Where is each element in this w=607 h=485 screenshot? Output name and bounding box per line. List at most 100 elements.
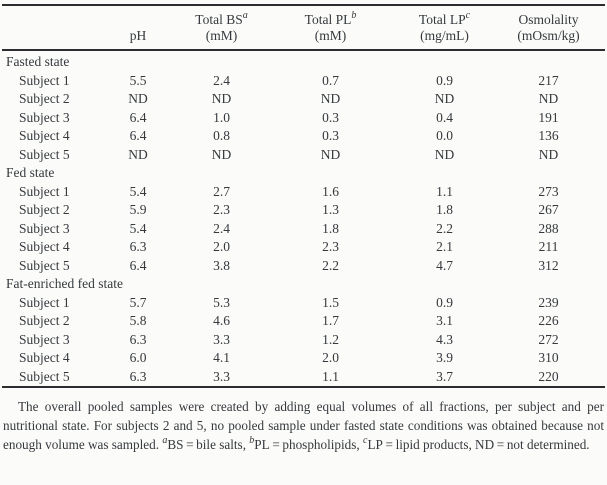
row-label: Subject 1 <box>19 294 70 310</box>
cell-total-pl: 2.3 <box>322 239 339 254</box>
osmolality-unit: (mOsm/kg) <box>517 28 580 43</box>
row-label: Subject 3 <box>19 109 70 125</box>
total-bs-label: Total BSa <box>195 9 248 27</box>
table-row: Subject 3 5.4 2.4 1.8 2.2 288 <box>2 220 605 239</box>
cell-total-pl: 1.3 <box>322 202 339 217</box>
ph-label: pH <box>129 28 147 43</box>
cell-ph: 5.4 <box>129 183 147 199</box>
table-row: Subject 4 6.3 2.0 2.3 2.1 211 <box>2 238 605 257</box>
cell-ph: 5.9 <box>129 202 147 217</box>
table-row: Subject 1 5.7 5.3 1.5 0.9 239 <box>2 294 605 313</box>
row-label: Subject 5 <box>19 257 70 273</box>
table-row: Subject 5 ND ND ND ND ND <box>2 146 605 165</box>
paper-page: pH Total BSa (mM) Total PLb (mM) Total L… <box>2 0 605 454</box>
row-label: Subject 3 <box>19 220 70 236</box>
row-label: Subject 4 <box>19 128 70 143</box>
row-label: Subject 4 <box>19 239 70 254</box>
total-lp-label: Total LPc <box>418 9 471 27</box>
cell-total-bs: ND <box>211 91 232 106</box>
cell-ph: 6.3 <box>129 368 147 384</box>
cell-total-lp: 0.0 <box>436 128 453 143</box>
footnote-text-pl: PL = phospholipids, <box>254 437 364 452</box>
cell-total-bs: 3.3 <box>213 331 230 347</box>
footnote-marker-b: b <box>351 9 357 21</box>
cell-osmolality: 211 <box>538 239 559 254</box>
cell-osmolality: 136 <box>538 128 559 143</box>
cell-osmolality: 272 <box>538 331 559 347</box>
cell-osmolality: 312 <box>538 257 559 273</box>
cell-total-lp: ND <box>434 146 455 162</box>
cell-osmolality: 226 <box>538 313 559 328</box>
cell-total-pl: 0.3 <box>322 128 339 143</box>
footnote-text-bs: BS = bile salts, <box>167 437 250 452</box>
col-header-total-bs: Total BSa (mM) <box>179 5 264 50</box>
cell-total-bs: 4.1 <box>213 350 230 365</box>
col-header-total-pl: Total PLb (mM) <box>264 5 397 50</box>
cell-total-bs: 1.0 <box>213 109 230 125</box>
cell-osmolality: 267 <box>538 202 559 217</box>
footnote-superscript-c: c <box>363 434 368 446</box>
footnote-text: The overall pooled samples were created … <box>3 399 604 452</box>
cell-total-bs: ND <box>211 146 232 162</box>
cell-ph: 6.4 <box>129 257 147 273</box>
section-row-fed-state: Fed state <box>2 164 605 183</box>
cell-total-bs: 2.7 <box>213 183 230 199</box>
section-label: Fed state <box>6 165 55 180</box>
cell-total-lp: 0.9 <box>436 294 453 310</box>
cell-total-pl: 1.6 <box>322 183 339 199</box>
cell-ph: 6.4 <box>129 109 147 125</box>
table-body: Fasted state Subject 1 5.5 2.4 0.7 0.9 2… <box>2 50 605 387</box>
cell-osmolality: 239 <box>538 294 559 310</box>
cell-total-lp: 3.9 <box>436 350 453 365</box>
table-row: Subject 1 5.4 2.7 1.6 1.1 273 <box>2 183 605 202</box>
cell-total-bs: 5.3 <box>213 294 230 310</box>
section-label: Fasted state <box>6 54 70 69</box>
total-bs-unit: (mM) <box>205 28 238 43</box>
row-label: Subject 3 <box>19 331 70 347</box>
cell-total-pl: ND <box>320 91 341 106</box>
cell-total-pl: 1.5 <box>322 294 339 310</box>
cell-total-lp: 0.9 <box>436 72 453 88</box>
cell-total-pl: 2.2 <box>322 257 339 273</box>
cell-osmolality: 288 <box>538 220 559 236</box>
cell-total-lp: ND <box>434 91 455 106</box>
table-row: Subject 5 6.3 3.3 1.1 3.7 220 <box>2 368 605 388</box>
cell-total-pl: 1.1 <box>322 368 339 384</box>
table-row: Subject 1 5.5 2.4 0.7 0.9 217 <box>2 72 605 91</box>
cell-osmolality: 220 <box>538 368 559 384</box>
footnote-marker-a: a <box>242 9 248 21</box>
cell-osmolality: 310 <box>538 350 559 365</box>
col-header-osmolality: Osmolality (mOsm/kg) <box>492 5 605 50</box>
cell-total-pl: ND <box>320 146 341 162</box>
table-row: Subject 3 6.3 3.3 1.2 4.3 272 <box>2 331 605 350</box>
cell-ph: 6.3 <box>129 239 147 254</box>
cell-total-lp: 2.2 <box>436 220 453 236</box>
col-header-ph: pH <box>97 5 179 50</box>
row-label: Subject 4 <box>19 350 70 365</box>
section-row-fasted-state: Fasted state <box>2 50 605 72</box>
cell-ph: 5.5 <box>129 72 147 88</box>
osmolality-label: Osmolality <box>518 12 579 27</box>
cell-total-pl: 0.7 <box>322 72 339 88</box>
cell-osmolality: ND <box>538 91 559 106</box>
col-header-total-lp: Total LPc (mg/mL) <box>397 5 492 50</box>
footnote-marker-c: c <box>465 9 471 21</box>
cell-total-bs: 0.8 <box>213 128 230 143</box>
cell-total-bs: 3.3 <box>213 368 230 384</box>
cell-ph: ND <box>128 91 148 106</box>
cell-ph: 6.0 <box>129 350 147 365</box>
cell-total-bs: 4.6 <box>213 313 230 328</box>
total-pl-label: Total PLb <box>304 9 357 27</box>
cell-total-pl: 1.7 <box>322 313 339 328</box>
cell-total-bs: 2.0 <box>213 239 230 254</box>
section-label: Fat-enriched fed state <box>6 276 123 291</box>
row-label: Subject 2 <box>19 202 70 217</box>
cell-total-pl: 1.2 <box>322 331 339 347</box>
row-label: Subject 2 <box>19 91 70 106</box>
row-label: Subject 5 <box>19 146 70 162</box>
table-row: Subject 4 6.0 4.1 2.0 3.9 310 <box>2 349 605 368</box>
cell-total-lp: 4.7 <box>436 257 453 273</box>
cell-total-lp: 3.1 <box>436 313 453 328</box>
cell-total-lp: 0.4 <box>436 109 453 125</box>
cell-osmolality: ND <box>538 146 559 162</box>
